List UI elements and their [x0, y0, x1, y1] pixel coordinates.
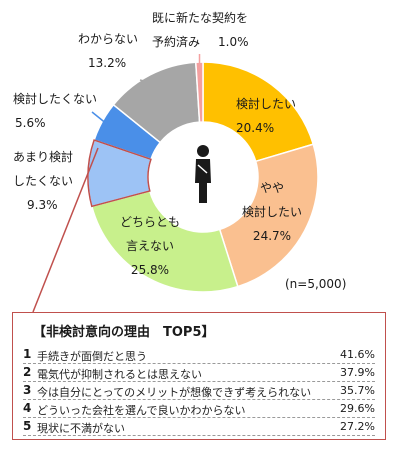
- reason-row: 1 手続きが面倒だと思う 41.6%: [23, 347, 375, 364]
- reason-row: 4 どういった会社を選んで良いかわからない 29.6%: [23, 401, 375, 418]
- reason-pct: 41.6%: [340, 348, 375, 361]
- reason-text: 今は自分にとってのメリットが想像できず考えられない: [37, 386, 312, 399]
- slice-yoyaku-zumi: [194, 61, 204, 123]
- label-yaya-kentou: やや 検討したい 24.7%: [241, 181, 303, 243]
- label-wakaranai: わからない 13.2%: [78, 32, 139, 70]
- reason-row: 3 今は自分にとってのメリットが想像できず考えられない 35.7%: [23, 383, 375, 400]
- slice-dochira-tomo: [90, 190, 239, 293]
- reason-rank: 5: [23, 419, 32, 433]
- reason-text: 電気代が抑制されるとは思えない: [37, 368, 202, 381]
- person-icon: [195, 145, 211, 203]
- slice-kentou-shitai: [202, 61, 315, 163]
- sample-size-note: (n=5,000): [285, 277, 347, 291]
- reason-text: どういった会社を選んで良いかわからない: [37, 404, 246, 417]
- reason-rank: 1: [23, 347, 32, 361]
- reason-rank: 2: [23, 365, 32, 379]
- label-kentou-shitakunai: 検討したくない 5.6%: [13, 92, 98, 130]
- reason-rank: 4: [23, 401, 32, 415]
- reason-pct: 29.6%: [340, 402, 375, 415]
- top5-reasons-box: 【非検討意向の理由 TOP5】 1 手続きが面倒だと思う 41.6% 2 電気代…: [12, 312, 386, 440]
- leader-wakaranai: [139, 79, 155, 85]
- leader-kentou-shitakunai: [91, 111, 108, 126]
- leader-to-top5-box: [32, 147, 99, 313]
- slice-yaya-kentou: [218, 143, 319, 288]
- slice-highlight-outline: [87, 139, 152, 208]
- label-amari-kentou: あまり検討 したくない 9.3%: [13, 150, 74, 212]
- reason-row: 2 電気代が抑制されるとは思えない 37.9%: [23, 365, 375, 382]
- top5-title: 【非検討意向の理由 TOP5】: [33, 325, 215, 340]
- reason-pct: 35.7%: [340, 384, 375, 397]
- label-dochira-tomo: どちらとも 言えない 25.8%: [119, 215, 181, 277]
- label-kentou-shitai: 検討したい 20.4%: [236, 97, 297, 135]
- reason-text: 手続きが面倒だと思う: [37, 350, 147, 363]
- reason-row: 5 現状に不満がない 27.2%: [23, 419, 375, 436]
- reason-pct: 37.9%: [340, 366, 375, 379]
- label-yoyaku-zumi: 既に新たな契約を 予約済み 1.0%: [152, 11, 249, 49]
- reason-text: 現状に不満がない: [37, 422, 125, 435]
- reason-rank: 3: [23, 383, 32, 397]
- reason-pct: 27.2%: [340, 420, 375, 433]
